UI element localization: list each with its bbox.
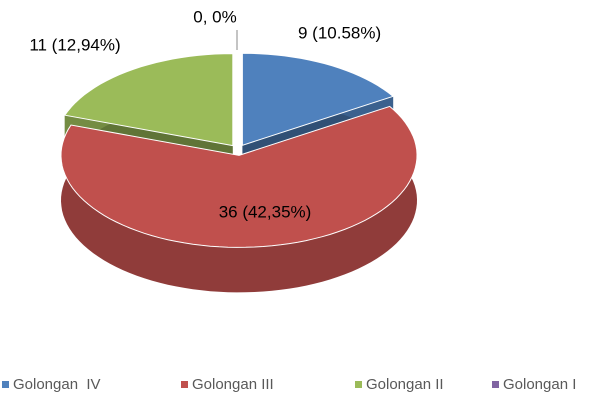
data-label: 36 (42,35%) bbox=[219, 202, 312, 221]
legend-label: Golongan I bbox=[503, 376, 576, 393]
legend-label: Golongan IV bbox=[13, 376, 101, 393]
slice bbox=[241, 52, 395, 146]
slice bbox=[60, 105, 418, 248]
legend-label: Golongan II bbox=[366, 376, 444, 393]
slice-side bbox=[61, 106, 417, 293]
data-label: 0, 0% bbox=[193, 7, 236, 26]
legend-marker bbox=[2, 381, 9, 388]
slice bbox=[63, 53, 234, 147]
legend-marker bbox=[492, 381, 499, 388]
data-label: 11 (12,94%) bbox=[29, 35, 120, 54]
legend-label: Golongan III bbox=[192, 376, 274, 393]
data-label: 9 (10.58%) bbox=[298, 23, 381, 42]
legend-marker bbox=[181, 381, 188, 388]
legend-marker bbox=[355, 381, 362, 388]
